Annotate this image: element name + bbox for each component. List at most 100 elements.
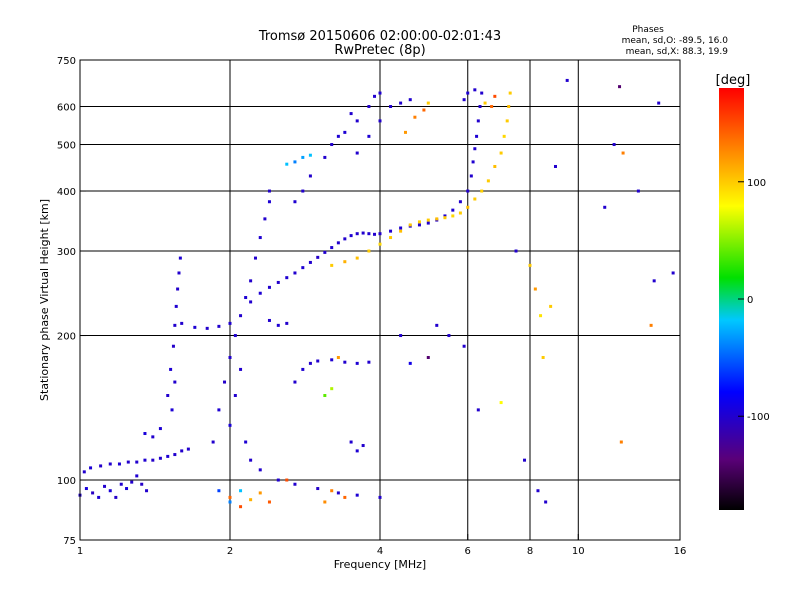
data-point (323, 500, 327, 504)
data-point (486, 179, 490, 183)
data-point (258, 236, 262, 240)
data-point (443, 216, 447, 220)
data-point (336, 241, 340, 245)
data-point (267, 500, 271, 504)
data-point (145, 489, 149, 493)
data-point (267, 200, 271, 204)
data-point (84, 487, 88, 491)
data-point (378, 495, 382, 499)
data-point (180, 321, 184, 325)
data-point (349, 440, 353, 444)
data-point (233, 334, 237, 338)
x-tick-label: 4 (377, 546, 383, 557)
data-point (301, 266, 305, 270)
x-tick-label: 10 (572, 546, 585, 557)
data-point (316, 359, 320, 363)
data-point (361, 444, 365, 448)
data-point (657, 101, 661, 105)
data-point (378, 91, 382, 95)
data-point (466, 189, 470, 193)
data-point (523, 458, 527, 462)
data-point (293, 380, 297, 384)
data-point (505, 119, 509, 123)
data-point (285, 162, 289, 166)
data-point (399, 229, 403, 233)
data-point (239, 367, 243, 371)
y-tick-label: 75 (63, 536, 76, 547)
data-point (408, 98, 412, 102)
data-point (239, 489, 243, 493)
y-axis-ticks: 75 100 200 300 400 500 600 750 (57, 56, 86, 547)
data-point (233, 394, 237, 398)
data-point (323, 250, 327, 254)
data-point (316, 255, 320, 259)
data-point (267, 285, 271, 289)
data-point (151, 435, 155, 439)
data-point (244, 440, 248, 444)
data-point (473, 197, 477, 201)
data-point (249, 458, 253, 462)
data-point (378, 232, 382, 236)
data-point (301, 155, 305, 159)
data-point (330, 489, 334, 493)
grid-lines (80, 60, 680, 540)
data-point (323, 155, 327, 159)
data-point (177, 271, 181, 275)
data-point (308, 153, 312, 157)
data-point (158, 427, 162, 431)
data-point (476, 408, 480, 412)
data-point (301, 367, 305, 371)
data-point (330, 143, 334, 147)
data-point (186, 447, 190, 451)
data-point (671, 271, 675, 275)
data-point (473, 147, 477, 151)
data-point (373, 232, 377, 236)
chart-title: Tromsø 20150606 02:00:00-02:01:43 (258, 29, 501, 44)
data-point (143, 458, 147, 462)
data-point (621, 151, 625, 155)
data-point (166, 394, 170, 398)
data-point (502, 134, 506, 138)
data-point (293, 271, 297, 275)
data-point (343, 130, 347, 134)
data-point (336, 355, 340, 359)
data-point (228, 500, 232, 504)
data-point (361, 231, 365, 235)
data-point (399, 226, 403, 230)
data-point (378, 119, 382, 123)
data-point (330, 246, 334, 250)
data-point (239, 314, 243, 318)
data-point (473, 88, 477, 92)
data-point (323, 394, 327, 398)
data-point (89, 466, 93, 470)
data-point (343, 495, 347, 499)
data-point (258, 468, 262, 472)
data-point (176, 287, 180, 291)
data-point (343, 237, 347, 241)
x-axis-label: Frequency [MHz] (334, 558, 426, 571)
data-point (205, 326, 209, 330)
data-point (308, 174, 312, 178)
data-point (541, 355, 545, 359)
data-point (480, 91, 484, 95)
data-point (301, 189, 305, 193)
data-point (343, 260, 347, 264)
colorbar-label: [deg] (716, 73, 751, 88)
data-point (466, 91, 470, 95)
data-point (293, 200, 297, 204)
data-point (458, 211, 462, 215)
x-tick-label: 8 (527, 546, 533, 557)
stats-o: mean, sd,O: -89.5, 16.0 (622, 36, 729, 46)
data-point (174, 304, 178, 308)
data-point (239, 505, 243, 509)
data-point (253, 256, 257, 260)
x-tick-label: 16 (674, 546, 687, 557)
data-point (135, 460, 139, 464)
data-point (173, 380, 177, 384)
data-point (426, 218, 430, 222)
data-point (316, 487, 320, 491)
data-point (447, 334, 451, 338)
data-point (217, 489, 221, 493)
data-point (193, 325, 197, 329)
y-tick-label: 100 (57, 476, 76, 487)
